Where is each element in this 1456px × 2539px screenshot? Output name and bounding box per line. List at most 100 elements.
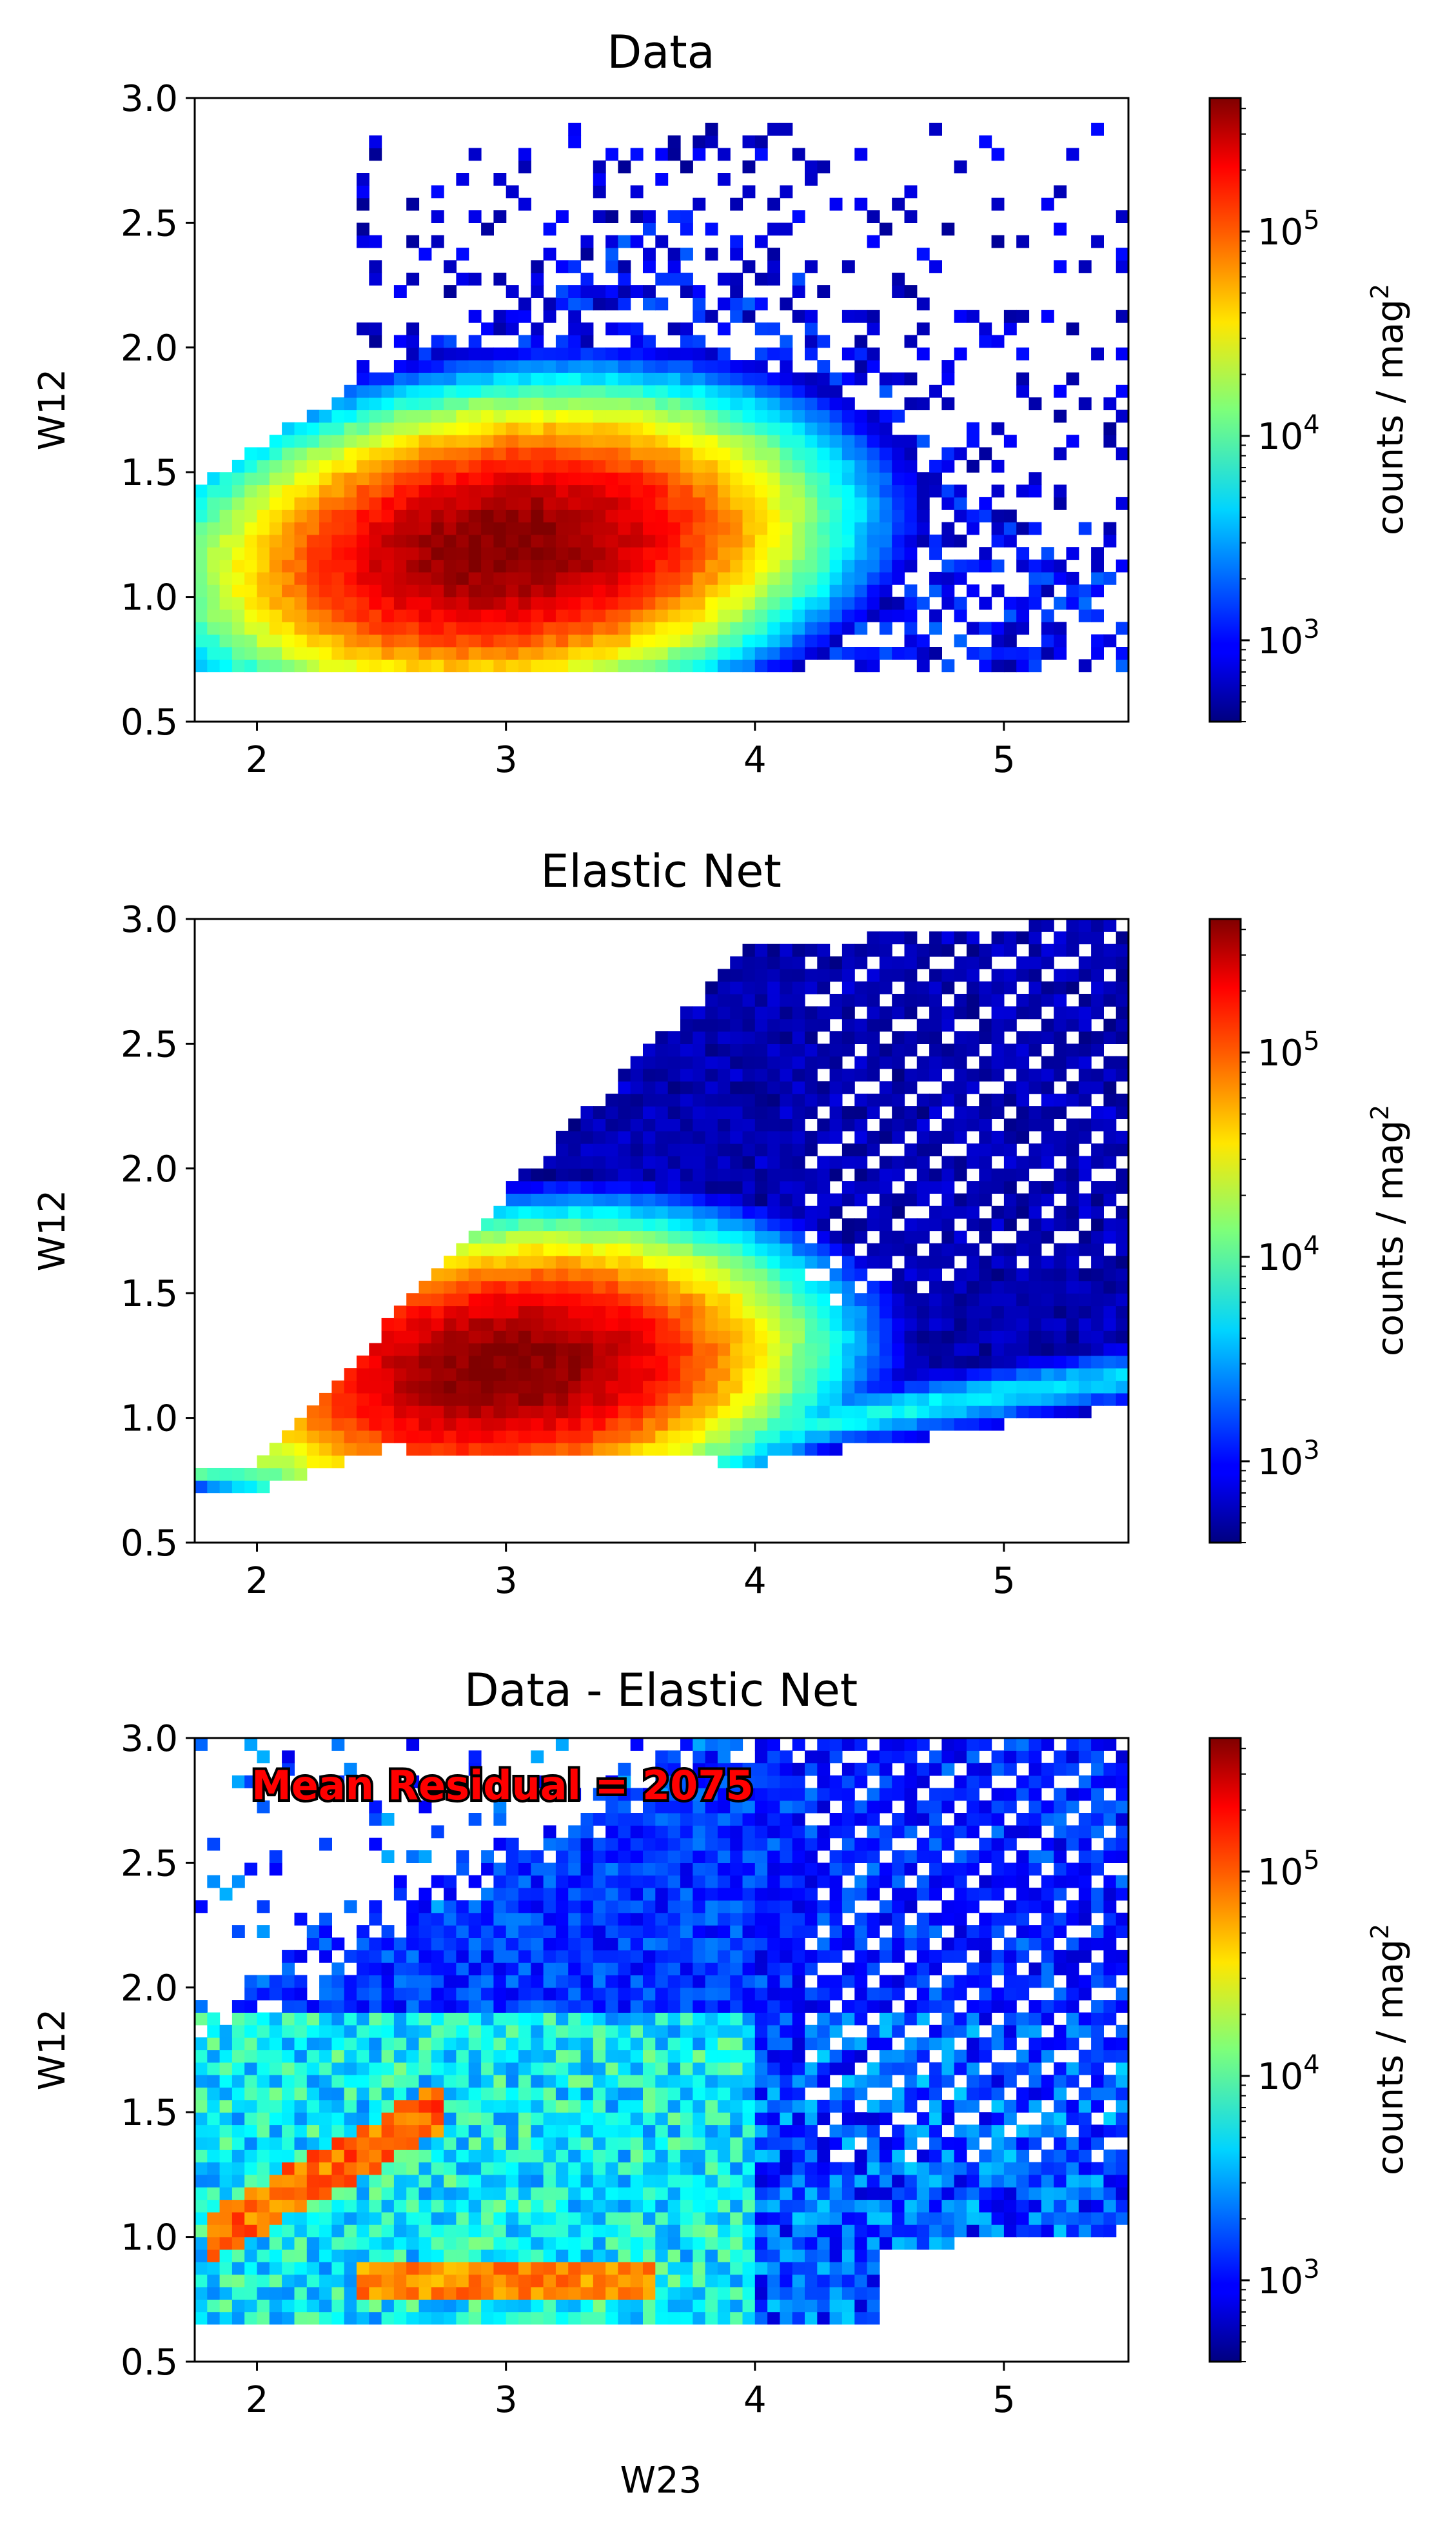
- heatmap-cell: [257, 1455, 270, 1468]
- heatmap-cell: [506, 2299, 519, 2313]
- heatmap-cell: [693, 1018, 706, 1032]
- heatmap-cell: [493, 372, 507, 386]
- heatmap-cell: [667, 272, 681, 286]
- heatmap-cell: [468, 1256, 482, 1269]
- heatmap-cell: [531, 1775, 544, 1788]
- heatmap-cell: [867, 1243, 880, 1256]
- heatmap-cell: [991, 235, 1005, 248]
- heatmap-cell: [593, 297, 606, 311]
- heatmap-cell: [406, 1987, 420, 2001]
- heatmap-cell: [531, 1218, 544, 1232]
- heatmap-cell: [892, 1031, 905, 1044]
- heatmap-cell: [369, 1443, 382, 1456]
- heatmap-cell: [531, 597, 544, 610]
- heatmap-cell: [431, 1443, 444, 1456]
- heatmap-cell: [444, 1368, 457, 1381]
- heatmap-cell: [506, 2249, 519, 2262]
- heatmap-cell: [431, 2211, 444, 2225]
- heatmap-cell: [319, 435, 332, 448]
- heatmap-cell: [705, 597, 718, 610]
- heatmap-cell: [941, 1006, 955, 1020]
- heatmap-cell: [294, 571, 308, 585]
- heatmap-cell: [418, 248, 432, 261]
- heatmap-cell: [829, 459, 843, 473]
- heatmap-cell: [805, 410, 818, 423]
- heatmap-cell: [506, 2137, 519, 2150]
- heatmap-cell: [195, 2299, 208, 2313]
- heatmap-cell: [705, 534, 718, 548]
- heatmap-cell: [1103, 1106, 1117, 1119]
- heatmap-cell: [357, 2037, 369, 2051]
- heatmap-cell: [667, 1156, 681, 1169]
- heatmap-cell: [605, 547, 618, 560]
- heatmap-cell: [568, 1218, 582, 1232]
- heatmap-cell: [257, 2299, 270, 2313]
- heatmap-cell: [331, 422, 345, 435]
- heatmap-cell: [418, 2311, 432, 2325]
- heatmap-cell: [493, 472, 507, 486]
- heatmap-cell: [543, 1950, 556, 1963]
- heatmap-cell: [1116, 1293, 1129, 1307]
- heatmap-cell: [219, 2237, 233, 2250]
- heatmap-cell: [257, 1468, 270, 1481]
- heatmap-cell: [705, 347, 718, 361]
- heatmap-cell: [269, 2050, 282, 2063]
- heatmap-cell: [531, 347, 544, 361]
- heatmap-cell: [792, 1293, 805, 1307]
- heatmap-cell: [207, 1875, 221, 1888]
- heatmap-cell: [331, 1405, 345, 1419]
- heatmap-cell: [630, 1093, 644, 1107]
- heatmap-cell: [717, 372, 731, 386]
- heatmap-cell: [506, 497, 519, 510]
- heatmap-cell: [792, 1380, 805, 1394]
- heatmap-cell: [1066, 571, 1079, 585]
- heatmap-cell: [195, 2211, 208, 2225]
- heatmap-cell: [867, 1343, 880, 1356]
- heatmap-cell: [854, 647, 868, 660]
- heatmap-cell: [593, 571, 606, 585]
- heatmap-cell: [655, 1268, 669, 1281]
- colorbar-tick-label: 105: [1257, 1027, 1320, 1074]
- heatmap-cell: [319, 1392, 332, 1406]
- heatmap-cell: [406, 2211, 420, 2225]
- heatmap-cell: [767, 248, 780, 261]
- heatmap-cell: [680, 1230, 693, 1244]
- heatmap-cell: [817, 1355, 831, 1368]
- heatmap-cell: [207, 2224, 221, 2238]
- heatmap-cell: [269, 547, 282, 560]
- heatmap-cell: [319, 597, 332, 610]
- heatmap-cell: [655, 148, 669, 161]
- heatmap-cell: [643, 647, 656, 660]
- heatmap-cell: [892, 1368, 905, 1381]
- heatmap-cell: [605, 1888, 618, 1901]
- heatmap-cell: [269, 2174, 282, 2188]
- heatmap-cell: [506, 397, 519, 411]
- heatmap-cell: [593, 1418, 606, 1431]
- heatmap-cell: [929, 969, 942, 982]
- heatmap-cell: [792, 1106, 805, 1119]
- heatmap-cell: [618, 1093, 631, 1107]
- heatmap-cell: [643, 509, 656, 523]
- heatmap-cell: [357, 584, 369, 598]
- heatmap-cell: [531, 1443, 544, 1456]
- heatmap-cell: [555, 1355, 569, 1368]
- heatmap-cell: [418, 547, 432, 560]
- heatmap-cell: [406, 2287, 420, 2300]
- heatmap-cell: [605, 1443, 618, 1456]
- heatmap-cell: [605, 435, 618, 448]
- heatmap-cell: [879, 1093, 892, 1107]
- heatmap-cell: [456, 1937, 469, 1951]
- heatmap-cell: [369, 447, 382, 460]
- heatmap-cell: [555, 1392, 569, 1406]
- heatmap-cell: [369, 1937, 382, 1951]
- heatmap-cell: [568, 497, 582, 510]
- heatmap-cell: [306, 2149, 320, 2163]
- heatmap-cell: [543, 372, 556, 386]
- heatmap-cell: [506, 522, 519, 535]
- heatmap-cell: [555, 360, 569, 373]
- heatmap-cell: [854, 1056, 868, 1069]
- heatmap-cell: [431, 360, 444, 373]
- heatmap-cell: [730, 1143, 743, 1156]
- heatmap-cell: [381, 1392, 395, 1406]
- heatmap-cell: [605, 1800, 618, 1813]
